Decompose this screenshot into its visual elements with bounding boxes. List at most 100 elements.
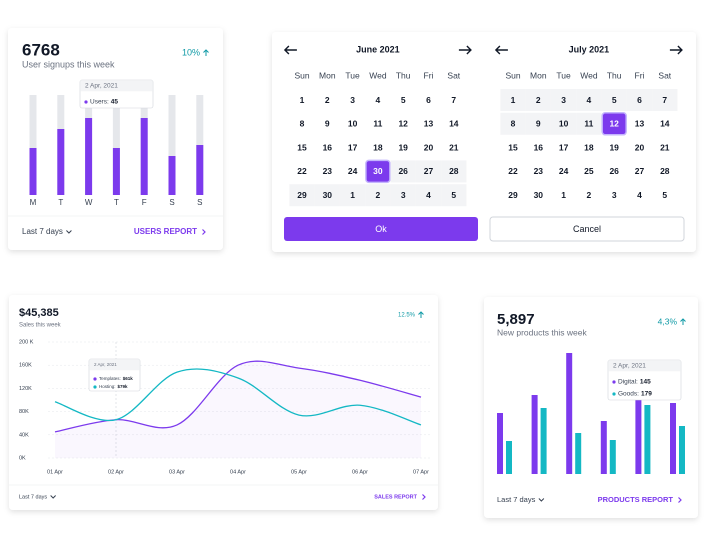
day[interactable]: 28 bbox=[660, 166, 670, 176]
day[interactable]: 30 bbox=[323, 190, 333, 200]
day[interactable]: 7 bbox=[662, 95, 667, 105]
day[interactable]: 16 bbox=[323, 142, 333, 152]
day[interactable]: 7 bbox=[451, 95, 456, 105]
day[interactable]: 6 bbox=[426, 95, 431, 105]
nav-arrow[interactable] bbox=[283, 45, 297, 55]
day[interactable]: 12 bbox=[398, 119, 408, 129]
day[interactable]: 20 bbox=[424, 142, 434, 152]
day[interactable]: 1 bbox=[561, 190, 566, 200]
day[interactable]: 30 bbox=[373, 166, 383, 176]
day[interactable]: 14 bbox=[660, 119, 670, 129]
day[interactable]: 1 bbox=[511, 95, 516, 105]
day[interactable]: 8 bbox=[300, 119, 305, 129]
bar-track bbox=[29, 95, 37, 195]
chevron-icon[interactable] bbox=[422, 494, 426, 500]
day[interactable]: 22 bbox=[508, 166, 518, 176]
day[interactable]: 5 bbox=[401, 95, 406, 105]
day[interactable]: 11 bbox=[373, 119, 382, 129]
day[interactable]: 1 bbox=[300, 95, 305, 105]
day[interactable]: 6 bbox=[637, 95, 642, 105]
day[interactable]: 4 bbox=[426, 190, 431, 200]
bar bbox=[679, 426, 685, 474]
day[interactable]: 17 bbox=[348, 142, 358, 152]
day[interactable]: 19 bbox=[609, 142, 619, 152]
day[interactable]: 2 bbox=[536, 95, 541, 105]
day[interactable]: 18 bbox=[373, 142, 383, 152]
day[interactable]: 11 bbox=[584, 119, 593, 129]
day[interactable]: 28 bbox=[449, 166, 459, 176]
chevron-icon[interactable] bbox=[202, 229, 206, 235]
day[interactable]: 5 bbox=[662, 190, 667, 200]
day[interactable]: 25 bbox=[584, 166, 594, 176]
y-tick-label: 160K bbox=[19, 363, 32, 369]
selected-day[interactable] bbox=[601, 112, 627, 136]
selected-day[interactable] bbox=[365, 159, 391, 184]
day[interactable]: 3 bbox=[401, 190, 406, 200]
day[interactable]: 17 bbox=[559, 142, 569, 152]
day[interactable]: 20 bbox=[635, 142, 645, 152]
day[interactable]: 2 bbox=[325, 95, 330, 105]
x-tick-label: T bbox=[114, 198, 119, 207]
day[interactable]: 13 bbox=[424, 119, 434, 129]
nav-arrow[interactable] bbox=[458, 45, 472, 55]
day[interactable]: 21 bbox=[449, 142, 459, 152]
y-tick-label: 120K bbox=[19, 386, 32, 392]
day[interactable]: 15 bbox=[508, 142, 518, 152]
day[interactable]: 10 bbox=[559, 119, 569, 129]
day[interactable]: 13 bbox=[635, 119, 645, 129]
day[interactable]: 24 bbox=[559, 166, 569, 176]
bar bbox=[609, 440, 616, 474]
day[interactable]: 21 bbox=[660, 142, 670, 152]
day[interactable]: 8 bbox=[511, 119, 516, 129]
day[interactable]: 12 bbox=[609, 119, 619, 129]
x-tick-label: 05 Apr bbox=[291, 469, 307, 475]
day[interactable]: 14 bbox=[449, 119, 459, 129]
day[interactable]: 26 bbox=[609, 166, 619, 176]
day[interactable]: 29 bbox=[508, 190, 518, 200]
day[interactable]: 15 bbox=[297, 142, 307, 152]
day[interactable]: 2 bbox=[376, 190, 381, 200]
day[interactable]: 4 bbox=[587, 95, 592, 105]
day[interactable]: 24 bbox=[348, 166, 358, 176]
day[interactable]: 3 bbox=[612, 190, 617, 200]
range-cell bbox=[525, 112, 551, 135]
day[interactable]: 27 bbox=[424, 166, 434, 176]
day[interactable]: 3 bbox=[561, 95, 566, 105]
report-link[interactable]: SALES REPORT bbox=[374, 494, 417, 500]
cancel-button[interactable] bbox=[489, 216, 685, 242]
day[interactable]: 27 bbox=[635, 166, 645, 176]
report-link[interactable]: PRODUCTS REPORT bbox=[598, 495, 674, 504]
change: 10% bbox=[182, 47, 200, 57]
day[interactable]: 29 bbox=[297, 190, 307, 200]
tooltip-header bbox=[89, 359, 140, 371]
day[interactable]: 23 bbox=[323, 166, 333, 176]
day[interactable]: 22 bbox=[297, 166, 307, 176]
day[interactable]: 2 bbox=[587, 190, 592, 200]
day[interactable]: 4 bbox=[637, 190, 642, 200]
day[interactable]: 18 bbox=[584, 142, 594, 152]
day[interactable]: 5 bbox=[451, 190, 456, 200]
day[interactable]: 23 bbox=[534, 166, 544, 176]
x-tick-label: 07 Apr bbox=[413, 469, 429, 475]
x-tick-label: 03 Apr bbox=[169, 469, 185, 475]
day[interactable]: 26 bbox=[398, 166, 408, 176]
weekday: Tue bbox=[556, 70, 571, 80]
day[interactable]: 4 bbox=[376, 95, 381, 105]
weekday: Mon bbox=[530, 70, 547, 80]
day[interactable]: 10 bbox=[348, 119, 358, 129]
ok-button[interactable] bbox=[284, 217, 478, 241]
day[interactable]: 3 bbox=[350, 95, 355, 105]
tooltip-title: 2 Apr, 2021 bbox=[94, 362, 117, 367]
day[interactable]: 1 bbox=[350, 190, 355, 200]
day[interactable]: 9 bbox=[325, 119, 330, 129]
month-title: June 2021 bbox=[356, 44, 400, 54]
day[interactable]: 5 bbox=[612, 95, 617, 105]
day[interactable]: 16 bbox=[534, 142, 544, 152]
nav-arrow[interactable] bbox=[669, 45, 683, 55]
day[interactable]: 19 bbox=[398, 142, 408, 152]
report-link[interactable]: USERS REPORT bbox=[134, 227, 197, 236]
nav-arrow[interactable] bbox=[494, 45, 508, 55]
chevron-icon[interactable] bbox=[678, 497, 682, 503]
day[interactable]: 9 bbox=[536, 119, 541, 129]
day[interactable]: 30 bbox=[534, 190, 544, 200]
